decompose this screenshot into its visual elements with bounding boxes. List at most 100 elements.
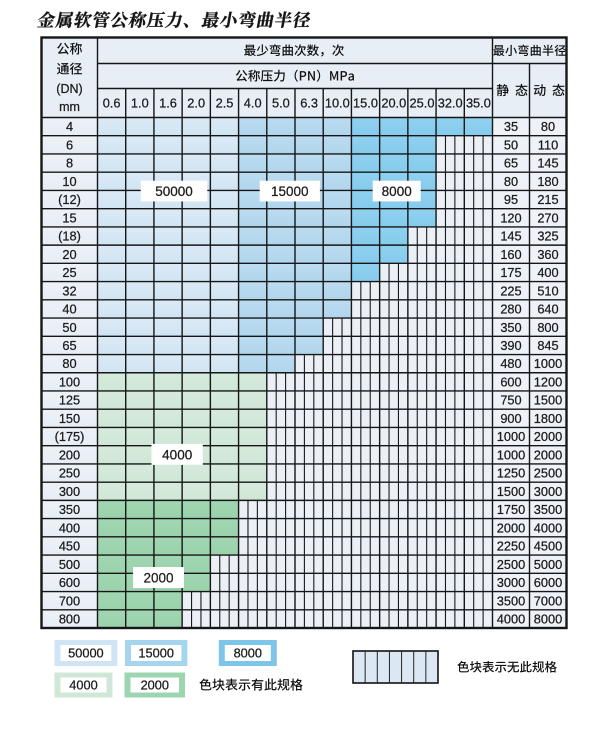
svg-text:3500: 3500 <box>497 593 525 608</box>
svg-text:2000: 2000 <box>534 429 562 444</box>
svg-text:175: 175 <box>500 265 521 280</box>
svg-text:100: 100 <box>59 375 80 390</box>
svg-text:325: 325 <box>537 229 558 244</box>
svg-text:10: 10 <box>62 174 76 189</box>
svg-text:2500: 2500 <box>534 466 562 481</box>
svg-text:(DN): (DN) <box>56 82 82 96</box>
svg-text:95: 95 <box>504 192 518 207</box>
svg-text:65: 65 <box>504 156 518 171</box>
svg-text:225: 225 <box>500 283 521 298</box>
svg-text:215: 215 <box>537 192 558 207</box>
svg-text:4000: 4000 <box>497 612 525 627</box>
svg-text:3500: 3500 <box>534 502 562 517</box>
svg-text:8000: 8000 <box>382 184 412 199</box>
svg-text:32: 32 <box>62 283 76 298</box>
svg-text:145: 145 <box>537 156 558 171</box>
svg-text:(175): (175) <box>55 429 85 444</box>
svg-text:110: 110 <box>538 137 558 152</box>
svg-text:4500: 4500 <box>534 539 562 554</box>
svg-text:390: 390 <box>500 338 521 353</box>
svg-text:480: 480 <box>500 356 521 371</box>
svg-text:15.0: 15.0 <box>353 96 378 111</box>
svg-text:50: 50 <box>504 137 518 152</box>
svg-text:15000: 15000 <box>138 646 174 661</box>
svg-text:20.0: 20.0 <box>381 96 406 111</box>
svg-text:8: 8 <box>66 156 73 171</box>
svg-text:1500: 1500 <box>534 393 562 408</box>
svg-text:800: 800 <box>59 612 80 627</box>
svg-text:500: 500 <box>59 557 80 572</box>
svg-text:4.0: 4.0 <box>244 96 262 111</box>
svg-text:50000: 50000 <box>68 646 104 661</box>
svg-text:800: 800 <box>537 320 558 335</box>
svg-text:270: 270 <box>537 210 558 225</box>
svg-text:25: 25 <box>62 265 76 280</box>
svg-text:2500: 2500 <box>497 557 525 572</box>
svg-text:7000: 7000 <box>534 593 562 608</box>
svg-text:80: 80 <box>504 174 518 189</box>
svg-text:1250: 1250 <box>497 466 525 481</box>
svg-text:125: 125 <box>59 393 80 408</box>
svg-text:4: 4 <box>66 119 73 134</box>
svg-text:0.6: 0.6 <box>103 96 121 111</box>
svg-text:15: 15 <box>62 210 76 225</box>
svg-text:2000: 2000 <box>143 570 173 585</box>
svg-text:450: 450 <box>59 539 80 554</box>
svg-text:200: 200 <box>59 447 80 462</box>
svg-text:35.0: 35.0 <box>466 96 491 111</box>
svg-text:510: 510 <box>537 283 558 298</box>
svg-text:32.0: 32.0 <box>438 96 463 111</box>
svg-text:4000: 4000 <box>534 520 562 535</box>
svg-text:1.6: 1.6 <box>159 96 177 111</box>
svg-text:700: 700 <box>59 593 80 608</box>
svg-text:4000: 4000 <box>69 678 97 693</box>
svg-text:640: 640 <box>537 302 558 317</box>
svg-text:150: 150 <box>59 411 80 426</box>
svg-text:350: 350 <box>500 320 521 335</box>
svg-text:2.5: 2.5 <box>216 96 234 111</box>
svg-text:2250: 2250 <box>497 539 525 554</box>
svg-text:(12): (12) <box>58 192 81 207</box>
svg-text:1000: 1000 <box>497 447 525 462</box>
svg-text:15000: 15000 <box>271 184 309 199</box>
svg-text:mm: mm <box>59 100 80 114</box>
svg-text:280: 280 <box>500 302 521 317</box>
svg-text:1.0: 1.0 <box>131 96 149 111</box>
svg-text:300: 300 <box>59 484 80 499</box>
svg-text:1800: 1800 <box>534 411 562 426</box>
svg-text:360: 360 <box>537 247 558 262</box>
svg-text:400: 400 <box>537 265 558 280</box>
svg-text:2000: 2000 <box>497 520 525 535</box>
svg-text:1000: 1000 <box>497 429 525 444</box>
svg-text:3000: 3000 <box>497 575 525 590</box>
svg-text:50000: 50000 <box>155 184 193 199</box>
svg-text:1000: 1000 <box>534 356 562 371</box>
svg-text:4000: 4000 <box>162 447 192 462</box>
svg-text:1750: 1750 <box>497 502 525 517</box>
svg-text:80: 80 <box>541 119 555 134</box>
svg-text:20: 20 <box>62 247 76 262</box>
svg-text:2000: 2000 <box>534 447 562 462</box>
svg-text:2.0: 2.0 <box>187 96 205 111</box>
svg-text:3000: 3000 <box>534 484 562 499</box>
svg-text:(18): (18) <box>58 229 81 244</box>
svg-text:6: 6 <box>66 137 73 152</box>
svg-text:160: 160 <box>500 247 521 262</box>
svg-text:1200: 1200 <box>534 375 562 390</box>
svg-text:6.3: 6.3 <box>300 96 318 111</box>
svg-text:845: 845 <box>537 338 558 353</box>
svg-text:145: 145 <box>500 229 521 244</box>
svg-text:8000: 8000 <box>234 646 262 661</box>
svg-text:250: 250 <box>59 466 80 481</box>
svg-text:35: 35 <box>504 119 518 134</box>
svg-text:25.0: 25.0 <box>410 96 435 111</box>
svg-text:8000: 8000 <box>534 612 562 627</box>
svg-text:400: 400 <box>59 520 80 535</box>
svg-text:40: 40 <box>62 302 76 317</box>
svg-text:5.0: 5.0 <box>272 96 290 111</box>
svg-text:180: 180 <box>537 174 558 189</box>
svg-text:65: 65 <box>62 338 76 353</box>
svg-text:900: 900 <box>500 411 521 426</box>
svg-text:750: 750 <box>500 393 521 408</box>
svg-text:350: 350 <box>59 502 80 517</box>
